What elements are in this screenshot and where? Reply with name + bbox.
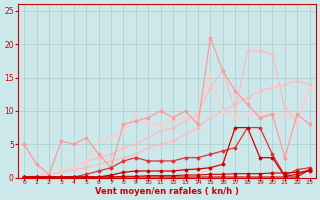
X-axis label: Vent moyen/en rafales ( kn/h ): Vent moyen/en rafales ( kn/h ) <box>95 187 239 196</box>
